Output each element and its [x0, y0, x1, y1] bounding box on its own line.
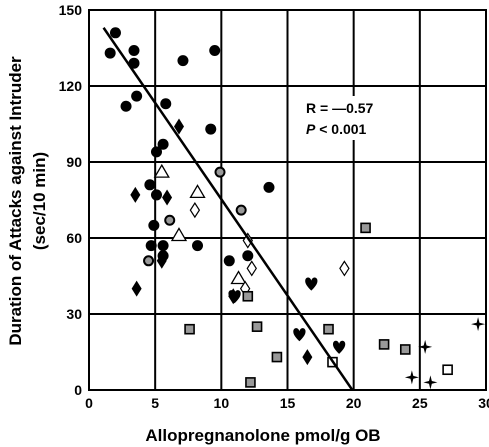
p-value-text: P < 0.001: [306, 121, 367, 137]
y-tick-label: 60: [66, 230, 82, 246]
open-diamond-point: [242, 232, 254, 249]
open-diamond-point: [189, 202, 201, 219]
y-axis-label-line1: Duration of Attacks against Intruder: [6, 56, 25, 346]
x-tick-label: 15: [280, 395, 296, 411]
open-diamond-point: [246, 260, 257, 277]
heart-point: [293, 328, 306, 342]
filled-diamond-point: [173, 118, 184, 135]
star-point: [418, 339, 433, 354]
gray-square-point: [242, 290, 254, 302]
star-point: [471, 317, 486, 332]
gray-circle-point: [214, 166, 226, 178]
gray-square-point: [251, 321, 263, 332]
filled-circle-point: [150, 189, 162, 201]
filled-circle-point: [150, 146, 162, 158]
y-tick-label: 150: [59, 2, 83, 18]
filled-circle-point: [263, 181, 275, 193]
filled-circle-point: [160, 98, 172, 110]
x-tick-label: 10: [214, 395, 230, 411]
filled-circle-point: [157, 138, 169, 150]
r-value-text: R = —0.57: [306, 100, 374, 116]
gray-circle-point: [164, 214, 176, 226]
x-tick-label: 25: [412, 395, 428, 411]
open-diamond-point: [339, 260, 350, 277]
grid: [89, 10, 486, 390]
tick-labels: 0 5 10 15 20 25 30 0 30 60 90 120 150: [59, 2, 489, 411]
filled-circle-point: [109, 27, 121, 39]
star-point: [404, 370, 419, 385]
gray-square-point: [378, 339, 390, 350]
filled-diamond-point: [156, 252, 167, 269]
gray-circle-point: [235, 204, 247, 216]
filled-circle-point: [128, 45, 140, 57]
x-tick-label: 20: [346, 395, 362, 411]
plot-frame: [88, 9, 487, 391]
gray-square-point: [323, 323, 334, 335]
x-tick-label: 5: [151, 395, 159, 411]
filled-circle-point: [144, 179, 156, 191]
gray-square-point: [360, 222, 371, 234]
open-triangle-point: [189, 184, 206, 199]
filled-circle-point: [157, 240, 169, 252]
data-points: [104, 27, 486, 390]
gray-circle-point: [143, 255, 155, 267]
gray-square-point: [245, 377, 256, 388]
y-tick-label: 0: [74, 382, 82, 398]
filled-circle-point: [223, 255, 235, 267]
filled-circle-point: [177, 55, 189, 67]
y-tick-label: 120: [59, 78, 83, 94]
heart-point: [305, 277, 318, 291]
filled-diamond-point: [162, 189, 173, 206]
heart-point: [332, 340, 346, 354]
filled-circle-point: [104, 47, 116, 59]
x-tick-label: 30: [478, 395, 489, 411]
p-value: < 0.001: [315, 121, 366, 137]
y-axis-label-line2: (sec/10 min): [30, 152, 49, 250]
gray-square-point: [271, 351, 283, 363]
filled-diamond-point: [131, 280, 142, 297]
gray-square-point: [184, 323, 195, 335]
y-tick-label: 90: [66, 154, 82, 170]
regression-line: [102, 27, 354, 391]
filled-diamond-point: [302, 349, 313, 366]
heart-point: [228, 290, 241, 304]
y-tick-label: 30: [66, 306, 82, 322]
filled-circle-point: [148, 219, 160, 231]
annotation-background: [300, 96, 390, 140]
filled-circle-point: [120, 100, 132, 112]
star-point: [423, 375, 438, 390]
filled-circle-point: [209, 45, 221, 57]
filled-diamond-point: [130, 186, 141, 203]
filled-circle-point: [131, 90, 143, 102]
open-triangle-point: [153, 163, 170, 178]
filled-circle-point: [242, 250, 254, 262]
x-axis-label: Allopregnanolone pmol/g OB: [145, 426, 380, 445]
x-tick-label: 0: [85, 395, 93, 411]
open-triangle-point: [170, 227, 188, 242]
filled-circle-point: [205, 123, 217, 135]
gray-square-point: [399, 344, 411, 355]
open-triangle-point: [230, 270, 247, 285]
filled-circle-point: [192, 240, 204, 252]
p-symbol: P: [306, 121, 316, 137]
open-square-point: [442, 364, 453, 376]
filled-circle-point: [145, 240, 157, 252]
